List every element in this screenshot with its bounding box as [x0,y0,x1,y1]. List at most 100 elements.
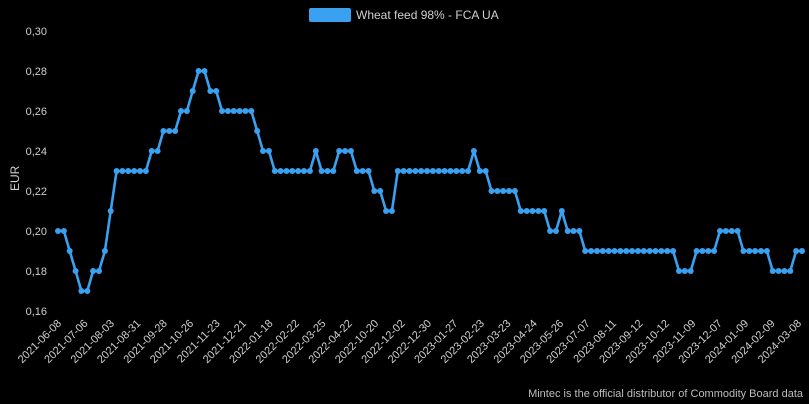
data-point[interactable] [453,168,460,174]
data-point[interactable] [219,108,225,114]
data-point[interactable] [781,268,788,274]
data-point[interactable] [775,268,782,274]
data-point[interactable] [113,168,120,174]
data-point[interactable] [96,268,102,274]
data-point[interactable] [183,108,190,114]
data-point[interactable] [506,188,513,194]
data-point[interactable] [230,108,237,114]
data-point[interactable] [318,168,325,174]
data-point[interactable] [289,168,296,174]
data-point[interactable] [101,248,108,254]
data-point[interactable] [107,208,114,214]
data-point[interactable] [377,188,384,194]
data-point[interactable] [523,208,530,214]
data-point[interactable] [189,88,196,94]
data-point[interactable] [295,168,302,174]
data-point[interactable] [306,168,313,174]
data-point[interactable] [154,148,161,154]
data-point[interactable] [687,268,694,274]
data-point[interactable] [424,168,431,174]
data-point[interactable] [137,168,143,174]
data-point[interactable] [541,208,548,214]
data-point[interactable] [599,248,606,254]
data-point[interactable] [711,248,718,254]
data-point[interactable] [635,248,641,254]
data-point[interactable] [746,248,753,254]
data-point[interactable] [125,168,132,174]
data-point[interactable] [511,188,518,194]
data-point[interactable] [90,268,97,274]
data-point[interactable] [535,208,542,214]
data-point[interactable] [476,168,483,174]
data-point[interactable] [553,228,559,234]
data-point[interactable] [236,108,243,114]
data-point[interactable] [84,288,91,294]
data-point[interactable] [734,228,741,234]
data-point[interactable] [301,168,307,174]
data-point[interactable] [142,168,149,174]
data-point[interactable] [60,228,67,234]
data-point[interactable] [594,248,600,254]
data-point[interactable] [465,168,472,174]
data-point[interactable] [55,228,61,234]
data-point[interactable] [658,248,665,254]
data-point[interactable] [529,208,536,214]
data-point[interactable] [435,168,442,174]
data-point[interactable] [799,248,805,254]
data-point[interactable] [330,168,337,174]
data-point[interactable] [242,108,249,114]
data-point[interactable] [763,248,770,254]
data-point[interactable] [224,108,231,114]
data-point[interactable] [312,148,319,154]
data-point[interactable] [342,148,349,154]
data-point[interactable] [66,248,73,254]
data-point[interactable] [605,248,612,254]
data-point[interactable] [160,128,167,134]
data-point[interactable] [72,268,79,274]
data-point[interactable] [640,248,647,254]
data-point[interactable] [646,248,653,254]
data-point[interactable] [119,168,126,174]
data-point[interactable] [699,248,706,254]
data-point[interactable] [670,248,677,254]
data-point[interactable] [418,168,425,174]
data-point[interactable] [178,108,184,114]
data-point[interactable] [447,168,454,174]
data-point[interactable] [576,228,583,234]
data-point[interactable] [693,248,700,254]
data-point[interactable] [347,148,354,154]
data-point[interactable] [717,228,723,234]
data-point[interactable] [470,148,477,154]
data-point[interactable] [353,168,360,174]
data-point[interactable] [277,168,284,174]
data-point[interactable] [406,168,413,174]
data-point[interactable] [588,248,595,254]
data-point[interactable] [172,128,179,134]
data-point[interactable] [617,248,624,254]
data-point[interactable] [400,168,407,174]
data-point[interactable] [78,288,85,294]
data-point[interactable] [271,168,278,174]
data-point[interactable] [482,168,489,174]
data-point[interactable] [429,168,436,174]
data-point[interactable] [769,268,776,274]
data-point[interactable] [652,248,659,254]
data-point[interactable] [383,208,390,214]
data-point[interactable] [365,168,372,174]
data-point[interactable] [517,208,524,214]
data-point[interactable] [394,168,401,174]
data-point[interactable] [388,208,395,214]
data-point[interactable] [248,108,255,114]
data-point[interactable] [283,168,290,174]
data-point[interactable] [582,248,589,254]
data-point[interactable] [441,168,448,174]
data-point[interactable] [664,248,671,254]
data-point[interactable] [201,68,208,74]
data-point[interactable] [260,148,266,154]
data-point[interactable] [793,248,800,254]
data-point[interactable] [207,88,214,94]
data-point[interactable] [254,128,261,134]
data-point[interactable] [148,148,155,154]
legend[interactable]: Wheat feed 98% - FCA UA [309,7,499,23]
data-point[interactable] [265,148,272,154]
